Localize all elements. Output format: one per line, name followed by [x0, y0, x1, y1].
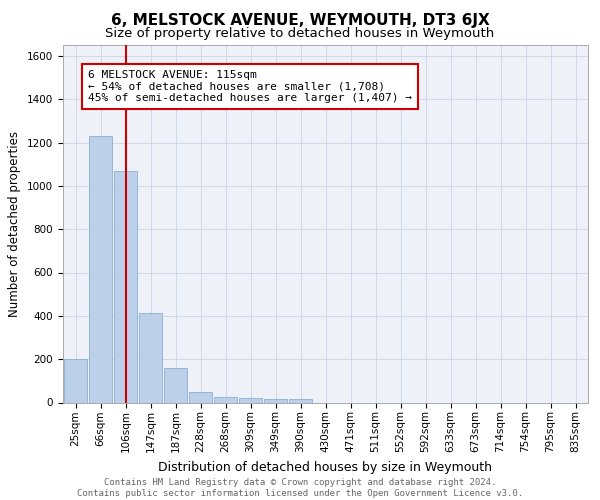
Y-axis label: Number of detached properties: Number of detached properties: [8, 130, 22, 317]
Bar: [139, 312, 162, 402]
Bar: [89, 136, 112, 402]
Text: 6 MELSTOCK AVENUE: 115sqm
← 54% of detached houses are smaller (1,708)
45% of se: 6 MELSTOCK AVENUE: 115sqm ← 54% of detac…: [88, 70, 412, 103]
Bar: [289, 399, 312, 402]
Text: Size of property relative to detached houses in Weymouth: Size of property relative to detached ho…: [106, 28, 494, 40]
Text: Contains HM Land Registry data © Crown copyright and database right 2024.
Contai: Contains HM Land Registry data © Crown c…: [77, 478, 523, 498]
Bar: [264, 399, 287, 402]
Text: 6, MELSTOCK AVENUE, WEYMOUTH, DT3 6JX: 6, MELSTOCK AVENUE, WEYMOUTH, DT3 6JX: [110, 12, 490, 28]
Bar: [189, 392, 212, 402]
Bar: [239, 398, 262, 402]
Bar: [64, 359, 87, 403]
Bar: [214, 397, 237, 402]
X-axis label: Distribution of detached houses by size in Weymouth: Distribution of detached houses by size …: [158, 460, 493, 473]
Bar: [164, 368, 187, 402]
Bar: [114, 170, 137, 402]
